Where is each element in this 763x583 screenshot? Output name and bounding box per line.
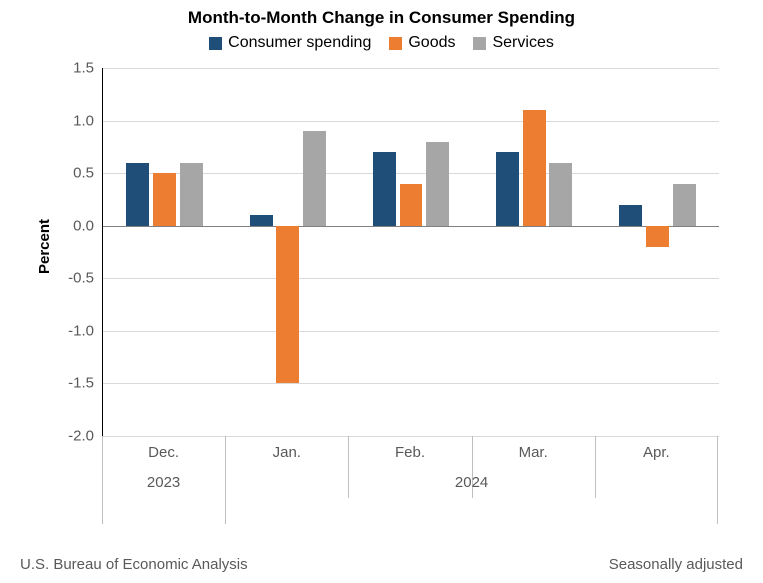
- bar: [153, 173, 176, 226]
- x-year-label: 2023: [147, 474, 180, 491]
- y-tick-label: 0.0: [48, 217, 94, 234]
- bar: [523, 110, 546, 226]
- legend-label: Services: [492, 34, 553, 52]
- y-tick-label: 1.0: [48, 112, 94, 129]
- legend-swatch: [209, 37, 222, 50]
- x-year-label: 2024: [455, 474, 488, 491]
- bar: [673, 184, 696, 226]
- footnote-source: U.S. Bureau of Economic Analysis: [20, 556, 248, 573]
- bar: [303, 131, 326, 226]
- gridline: [103, 331, 719, 332]
- y-tick-label: -0.5: [48, 270, 94, 287]
- bar: [373, 152, 396, 226]
- footnote-adjustment: Seasonally adjusted: [609, 556, 743, 573]
- legend-item-1: Goods: [389, 34, 455, 52]
- gridline: [103, 278, 719, 279]
- legend-item-0: Consumer spending: [209, 34, 371, 52]
- bar: [619, 205, 642, 226]
- y-tick-label: -1.5: [48, 375, 94, 392]
- y-tick-label: 0.5: [48, 165, 94, 182]
- legend-swatch: [473, 37, 486, 50]
- y-tick-label: -2.0: [48, 428, 94, 445]
- chart-container: Month-to-Month Change in Consumer Spendi…: [0, 0, 763, 583]
- legend-label: Consumer spending: [228, 34, 371, 52]
- gridline: [103, 121, 719, 122]
- gridline-zero: [103, 226, 719, 227]
- legend-label: Goods: [408, 34, 455, 52]
- y-tick-label: 1.5: [48, 60, 94, 77]
- x-month-label: Apr.: [643, 444, 670, 461]
- bar: [250, 215, 273, 226]
- chart-title: Month-to-Month Change in Consumer Spendi…: [0, 8, 763, 28]
- legend-item-2: Services: [473, 34, 553, 52]
- bar: [549, 163, 572, 226]
- x-axis-years: 2023 2024: [102, 474, 718, 498]
- plot-area: [102, 68, 719, 436]
- legend-swatch: [389, 37, 402, 50]
- x-month-label: Dec.: [148, 444, 179, 461]
- x-month-label: Feb.: [395, 444, 425, 461]
- bar: [496, 152, 519, 226]
- y-tick-label: -1.0: [48, 322, 94, 339]
- bar: [426, 142, 449, 226]
- bar: [646, 226, 669, 247]
- x-axis-months: Dec. Jan. Feb. Mar. Apr.: [102, 444, 718, 468]
- bar: [276, 226, 299, 384]
- bar: [126, 163, 149, 226]
- gridline: [103, 383, 719, 384]
- bar: [180, 163, 203, 226]
- gridline: [103, 68, 719, 69]
- x-month-label: Mar.: [519, 444, 548, 461]
- legend: Consumer spending Goods Services: [0, 34, 763, 52]
- bar: [400, 184, 423, 226]
- x-year-divider: [225, 436, 226, 524]
- x-year-divider: [102, 436, 103, 524]
- x-month-label: Jan.: [273, 444, 301, 461]
- x-year-divider: [717, 436, 718, 524]
- gridline: [103, 436, 719, 437]
